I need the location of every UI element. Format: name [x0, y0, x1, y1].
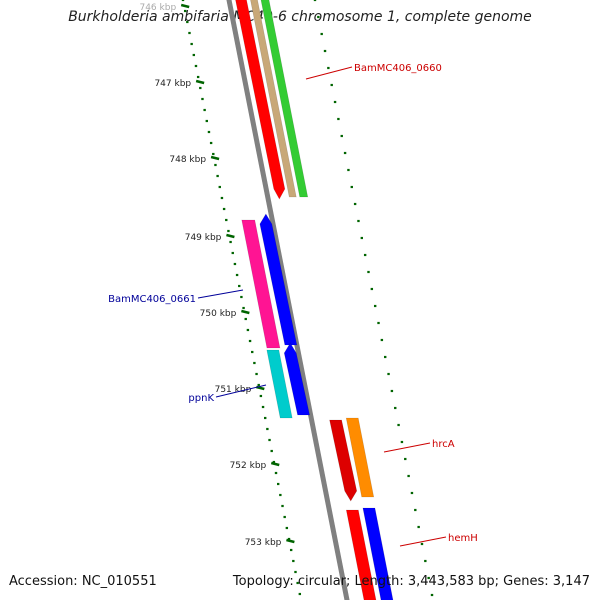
gene-bar-hrcA-orange — [345, 417, 375, 498]
gene-label: hemH — [448, 533, 478, 544]
tick-label: 747 kbp — [154, 79, 191, 89]
tick-layer: 746 kbp 747 kbp 748 kbp 749 kbp 750 kbp 751 k… — [139, 0, 434, 597]
gene-bar-hrcA-red — [329, 419, 358, 502]
gene-bar-tan-top — [250, 0, 297, 198]
gene-label: hrcA — [432, 439, 455, 450]
gene-label-leader — [215, 384, 267, 398]
tick-label: 753 kbp — [245, 538, 282, 548]
gene-bar-ppnK-cyan — [266, 349, 293, 419]
tick-label: 748 kbp — [169, 155, 206, 165]
gene-bar-ppnK-blue — [283, 342, 310, 416]
gene-bar-hemH-blue — [362, 507, 394, 600]
map-title: Burkholderia ambifaria MC40-6 chromosome… — [68, 9, 532, 25]
tick-label: 746 kbp — [139, 3, 176, 13]
tick-label: 751 kbp — [215, 385, 252, 395]
tick-major — [241, 309, 250, 315]
tick-major — [226, 233, 235, 239]
label-layer: BamMC406_0660 BamMC406_0661 ppnK hrcA hemH — [108, 63, 478, 547]
tick-major — [210, 155, 220, 161]
gene-label-leader — [383, 442, 431, 453]
accession-text: Accession: NC_010551 — [9, 574, 157, 589]
gene-label-leader — [305, 66, 353, 80]
gene-bar-BamMC406_0661-blue — [259, 213, 298, 346]
genome-summary: Topology: circular; Length: 3,443,583 bp… — [232, 574, 590, 589]
tick-label: 749 kbp — [185, 233, 222, 243]
backbone-line — [226, 0, 350, 600]
tick-major — [180, 3, 190, 9]
gene-label-leader — [399, 536, 447, 547]
tick-label: 752 kbp — [230, 461, 267, 471]
tick-major — [195, 79, 205, 85]
tick-major — [270, 461, 280, 467]
tick-major — [286, 538, 295, 544]
gene-label: ppnK — [188, 393, 214, 404]
tick-label: 750 kbp — [200, 309, 237, 319]
gene-bar-red-top — [235, 0, 286, 200]
gene-bar-green-top — [260, 0, 309, 198]
gene-bar-BamMC406_0661-pink — [241, 219, 281, 349]
gene-label: BamMC406_0660 — [354, 63, 442, 74]
feature-layer — [226, 0, 394, 600]
gene-bar-hemH-red — [345, 509, 377, 600]
gene-label: BamMC406_0661 — [108, 294, 196, 305]
gene-label-leader — [197, 289, 244, 299]
